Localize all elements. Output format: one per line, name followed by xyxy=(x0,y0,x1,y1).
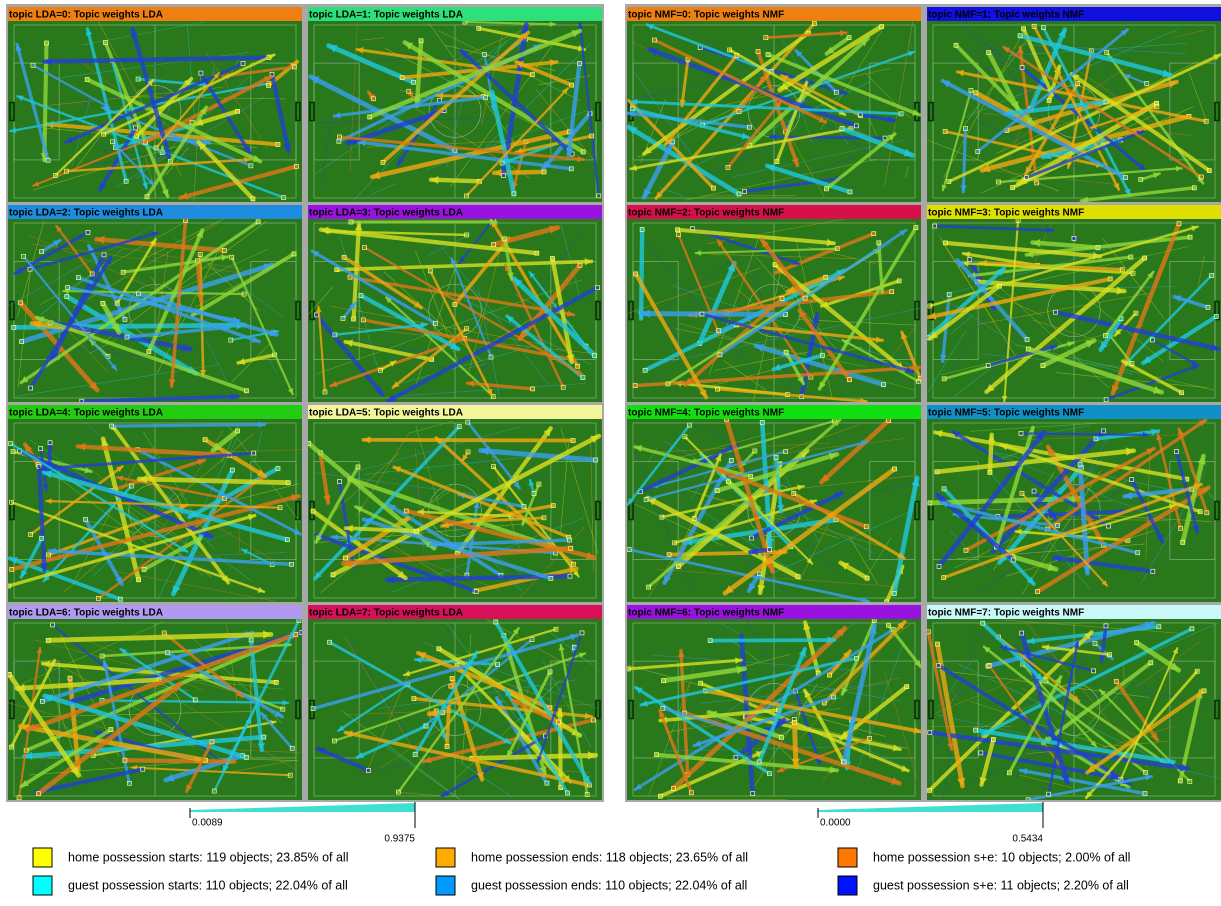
panel-title: topic LDA=1: Topic weights LDA xyxy=(309,10,463,21)
scale-max: 0.5434 xyxy=(1012,834,1043,845)
topic-panel: topic LDA=0: Topic weights LDA xyxy=(8,7,302,202)
panel-title: topic NMF=1: Topic weights NMF xyxy=(928,10,1084,21)
panel-title: topic LDA=2: Topic weights LDA xyxy=(9,208,163,219)
scale-min: 0.0089 xyxy=(192,818,223,829)
flow-arrow xyxy=(710,640,834,641)
topic-panel: topic NMF=5: Topic weights NMF xyxy=(927,405,1221,602)
scale-min: 0.0000 xyxy=(820,818,851,829)
panel-title: topic NMF=0: Topic weights NMF xyxy=(628,10,784,21)
legend-item: home possession s+e: 10 objects; 2.00% o… xyxy=(838,848,1130,867)
legend-item: guest possession s+e: 11 objects; 2.20% … xyxy=(838,876,1129,895)
panel-title: topic LDA=4: Topic weights LDA xyxy=(9,408,163,419)
panel-title: topic LDA=0: Topic weights LDA xyxy=(9,10,163,21)
topic-panel: topic LDA=6: Topic weights LDA xyxy=(7,605,304,800)
topic-panel: topic LDA=2: Topic weights LDA xyxy=(8,205,302,403)
legend-swatch xyxy=(33,876,52,895)
flow-arrow xyxy=(112,424,265,426)
panel-title: topic NMF=6: Topic weights NMF xyxy=(628,608,784,619)
flow-arrow xyxy=(363,440,573,441)
topic-panel: topic NMF=6: Topic weights NMF xyxy=(626,605,921,800)
topic-panel: topic NMF=2: Topic weights NMF xyxy=(627,205,922,404)
panel-title: topic NMF=5: Topic weights NMF xyxy=(928,408,1084,419)
topic-panel: topic LDA=3: Topic weights LDA xyxy=(308,205,602,402)
topic-panel: topic NMF=7: Topic weights NMF xyxy=(926,605,1221,802)
topic-panel: topic LDA=7: Topic weights LDA xyxy=(308,605,602,800)
legend-label: home possession starts: 119 objects; 23.… xyxy=(68,850,348,864)
topic-panel: topic NMF=1: Topic weights NMF xyxy=(927,7,1221,204)
legend-swatch xyxy=(436,876,455,895)
legend-item: guest possession ends: 110 objects; 22.0… xyxy=(436,876,747,895)
legend-swatch xyxy=(838,848,857,867)
panel-title: topic NMF=4: Topic weights NMF xyxy=(628,408,784,419)
legend-item: guest possession starts: 110 objects; 22… xyxy=(33,876,348,895)
panel-title: topic LDA=5: Topic weights LDA xyxy=(309,408,463,419)
panel-title: topic NMF=7: Topic weights NMF xyxy=(928,608,1084,619)
legend-label: guest possession s+e: 11 objects; 2.20% … xyxy=(873,878,1129,892)
legend-label: guest possession ends: 110 objects; 22.0… xyxy=(471,878,747,892)
panel-title: topic LDA=7: Topic weights LDA xyxy=(309,608,463,619)
legend-label: home possession s+e: 10 objects; 2.00% o… xyxy=(873,850,1130,864)
panel-title: topic LDA=6: Topic weights LDA xyxy=(9,608,163,619)
legend-swatch xyxy=(33,848,52,867)
panel-title: topic LDA=3: Topic weights LDA xyxy=(309,208,463,219)
flow-arrow xyxy=(963,129,965,192)
weight-scale: 0.0089 0.9375 xyxy=(190,802,415,845)
weight-scale: 0.0000 0.5434 xyxy=(818,802,1043,845)
legend-label: guest possession starts: 110 objects; 22… xyxy=(68,878,348,892)
topic-panel: topic NMF=3: Topic weights NMF xyxy=(926,205,1221,402)
flow-arrow xyxy=(472,755,596,758)
legend-swatch xyxy=(838,876,857,895)
panel-title: topic NMF=2: Topic weights NMF xyxy=(628,208,784,219)
topic-panel: topic LDA=4: Topic weights LDA xyxy=(6,405,302,602)
legend-swatch xyxy=(436,848,455,867)
panel-title: topic NMF=3: Topic weights NMF xyxy=(928,208,1084,219)
topic-panel: topic NMF=0: Topic weights NMF xyxy=(627,7,921,202)
topic-panel: topic LDA=5: Topic weights LDA xyxy=(307,405,602,602)
scale-max: 0.9375 xyxy=(384,834,415,845)
topic-panel: topic LDA=1: Topic weights LDA xyxy=(308,7,602,202)
topic-panel: topic NMF=4: Topic weights NMF xyxy=(627,405,921,604)
scale-wedge xyxy=(818,803,1043,812)
legend-label: home possession ends: 118 objects; 23.65… xyxy=(471,850,748,864)
legend-item: home possession ends: 118 objects; 23.65… xyxy=(436,848,748,867)
legend-item: home possession starts: 119 objects; 23.… xyxy=(33,848,348,867)
flow-arrow xyxy=(641,230,642,319)
flow-arrow xyxy=(125,760,234,761)
scale-wedge xyxy=(190,803,415,812)
